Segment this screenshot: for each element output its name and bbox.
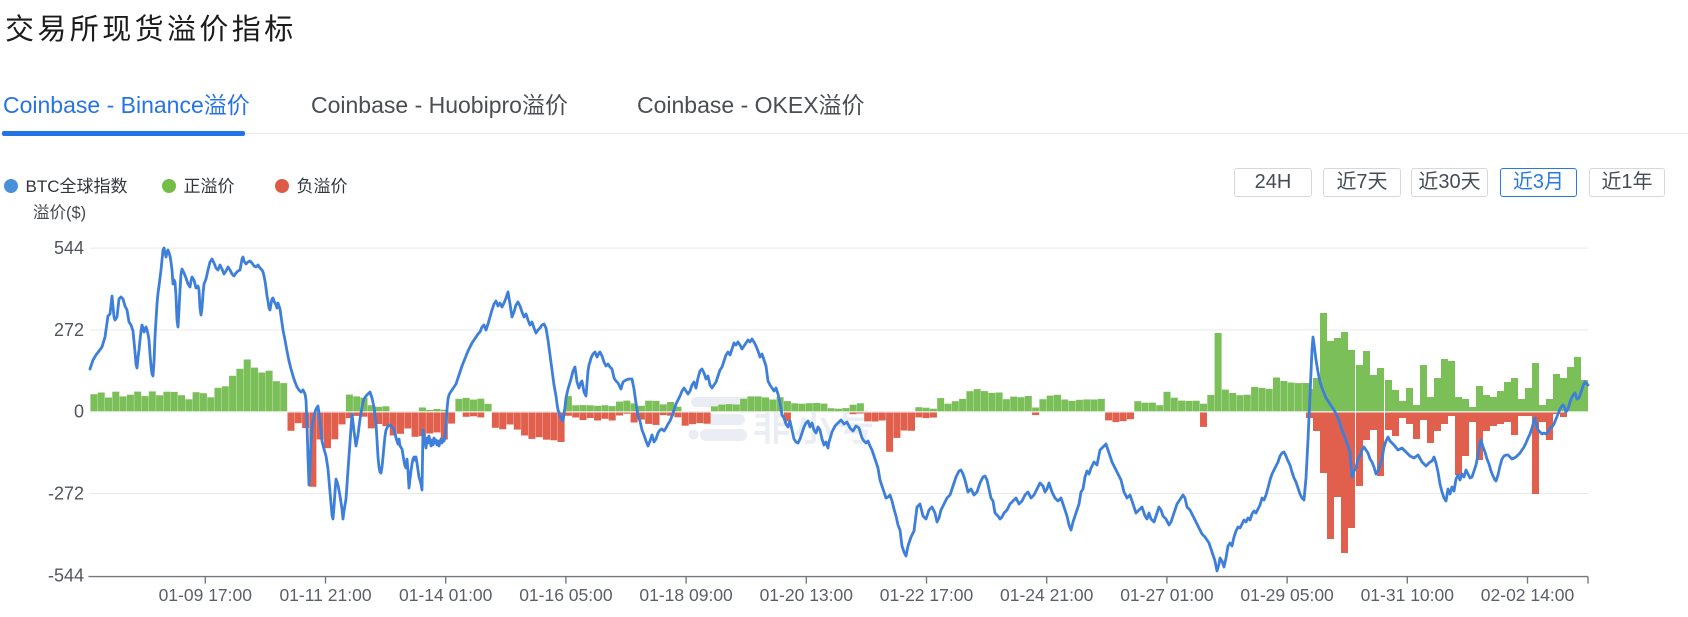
svg-text:01-27 01:00: 01-27 01:00 [1120,585,1214,605]
svg-text:01-16 05:00: 01-16 05:00 [519,585,613,605]
svg-text:01-14 01:00: 01-14 01:00 [399,585,493,605]
svg-text:272: 272 [54,320,84,340]
svg-text:02-02 14:00: 02-02 14:00 [1481,585,1575,605]
svg-text:-272: -272 [48,484,84,504]
svg-text:01-22 17:00: 01-22 17:00 [880,585,974,605]
svg-text:01-09 17:00: 01-09 17:00 [159,585,253,605]
svg-text:544: 544 [54,238,84,258]
svg-text:01-31 10:00: 01-31 10:00 [1361,585,1455,605]
svg-text:01-18 09:00: 01-18 09:00 [639,585,733,605]
svg-text:-544: -544 [48,565,84,585]
svg-text:溢价($): 溢价($) [33,203,86,222]
svg-text:01-29 05:00: 01-29 05:00 [1240,585,1334,605]
svg-text:01-11 21:00: 01-11 21:00 [279,585,371,605]
svg-text:01-24 21:00: 01-24 21:00 [1000,585,1094,605]
svg-text:01-20 13:00: 01-20 13:00 [760,585,854,605]
svg-text:0: 0 [74,402,84,422]
